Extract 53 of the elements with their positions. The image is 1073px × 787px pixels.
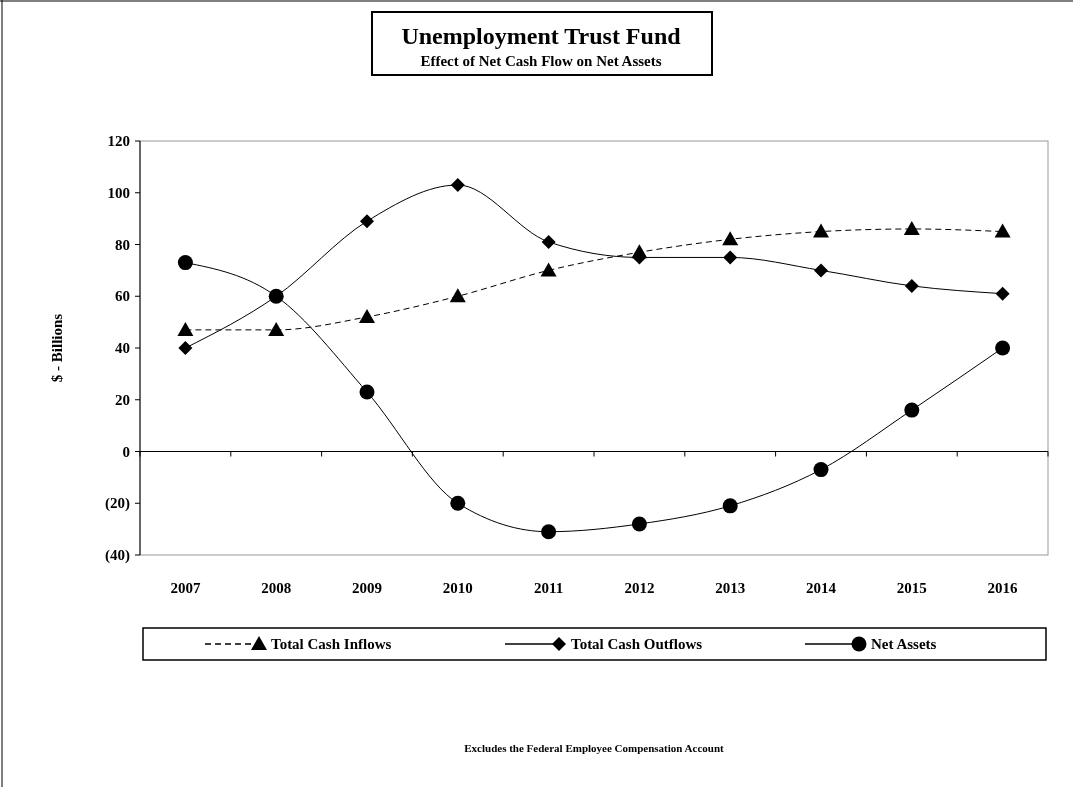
point: [631, 244, 648, 259]
y-tick-label: 60: [115, 288, 130, 305]
point: [722, 231, 739, 246]
point: [903, 220, 920, 235]
x-tick-label: 2015: [896, 580, 927, 596]
legend-label: Total Cash Inflows: [271, 636, 392, 652]
legend-label: Total Cash Outflows: [571, 636, 703, 652]
x-tick-label: 2011: [534, 580, 564, 596]
point: [723, 250, 738, 265]
x-tick-label: 2014: [806, 580, 837, 596]
y-tick-label: (40): [105, 547, 130, 564]
y-tick-label: 100: [107, 184, 130, 201]
point: [995, 340, 1011, 356]
point: [449, 288, 466, 303]
point: [813, 223, 829, 238]
y-tick-label: 0: [122, 443, 130, 460]
chart-title: Unemployment Trust Fund: [401, 23, 682, 49]
point: [177, 255, 193, 271]
y-tick-label: 40: [115, 340, 130, 356]
point: [904, 278, 919, 293]
legend-label: Net Assets: [871, 636, 937, 652]
y-tick-label: 20: [115, 391, 130, 408]
point: [178, 341, 193, 355]
x-tick-label: 2013: [715, 580, 746, 596]
point: [268, 321, 285, 336]
point: [540, 262, 557, 277]
point: [360, 214, 374, 229]
point: [359, 384, 375, 400]
point: [904, 402, 920, 418]
y-tick-label: 120: [107, 133, 130, 149]
x-tick-label: 2016: [987, 580, 1019, 596]
text: Excludes the Federal Employee Compensation Account: [464, 742, 725, 754]
point: [995, 286, 1010, 301]
x-tick-label: 2010: [442, 580, 473, 596]
x-tick-label: 2009: [352, 580, 382, 596]
y-axis-title: $ - Billions: [49, 313, 65, 383]
point: [177, 321, 194, 336]
point: [631, 516, 647, 532]
point: [722, 498, 738, 514]
y-tick-label: (20): [105, 495, 130, 513]
point: [450, 177, 465, 192]
x-tick-label: 2007: [170, 580, 201, 596]
point: [814, 263, 828, 278]
x-tick-label: 2012: [624, 580, 655, 596]
point: [359, 308, 375, 323]
y-tick-label: 80: [115, 236, 130, 253]
chart-subtitle: Effect of Net Cash Flow on Net Assets: [420, 53, 662, 69]
point: [813, 462, 829, 478]
point: [994, 223, 1011, 238]
x-tick-label: 2008: [261, 580, 292, 596]
point: [541, 234, 556, 249]
point: [541, 524, 557, 540]
point: [450, 495, 466, 511]
